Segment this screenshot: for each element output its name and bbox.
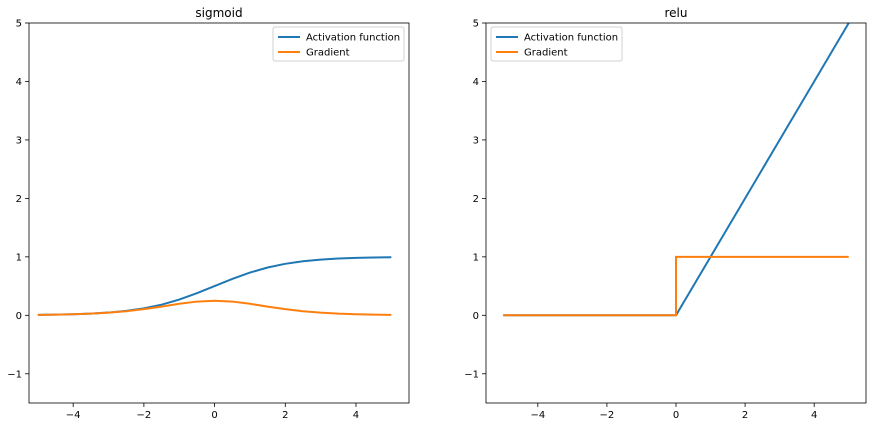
legend-label-gradient: Gradient: [306, 48, 350, 59]
y-tick-label: 2: [473, 194, 479, 205]
plot-area: −4 −2 0 2 4 −1 0 1 2 3 4 5: [464, 19, 867, 421]
y-tick-label: −1: [464, 369, 479, 380]
legend-label-gradient: Gradient: [524, 48, 568, 59]
legend-box: [490, 26, 623, 62]
x-tick-label: −4: [66, 410, 81, 421]
sigmoid-chart: sigmoid −4 −2 0 2 4 −1 0 1 2 3 4 5 Activation funct…: [7, 6, 410, 421]
y-tick-label: 3: [473, 135, 479, 146]
y-tick-label: 2: [16, 194, 22, 205]
x-tick-label: 4: [353, 410, 359, 421]
x-tick-label: 2: [282, 410, 288, 421]
y-tick-label: 5: [16, 19, 22, 30]
x-tick-label: −4: [530, 410, 545, 421]
relu-chart: relu −4 −2 0 2 4 −1 0 1 2 3 4 5 Activation function…: [464, 6, 867, 421]
chart-title: relu: [665, 6, 688, 20]
y-tick-label: 4: [473, 77, 479, 88]
series-line-gradient: [37, 299, 392, 316]
y-tick-label: 0: [16, 311, 22, 322]
x-tick-label: −2: [137, 410, 152, 421]
legend-label-activation: Activation function: [524, 33, 618, 44]
chart-title: sigmoid: [195, 6, 242, 20]
x-tick-label: 0: [673, 410, 679, 421]
y-tick-label: 1: [16, 252, 22, 263]
y-tick-label: −1: [7, 369, 22, 380]
legend-box: [272, 26, 405, 62]
y-tick-label: 3: [16, 135, 22, 146]
y-tick-label: 1: [473, 252, 479, 263]
x-tick-label: 4: [811, 410, 817, 421]
legend: Activation function Gradient: [490, 26, 623, 62]
y-tick-label: 0: [473, 311, 479, 322]
plot-area: −4 −2 0 2 4 −1 0 1 2 3 4 5: [7, 19, 410, 421]
axes-frame: [28, 22, 410, 404]
y-tick-label: 5: [473, 19, 479, 30]
x-tick-label: 0: [211, 410, 217, 421]
y-tick-label: 4: [16, 77, 22, 88]
legend-label-activation: Activation function: [306, 33, 400, 44]
x-tick-label: −2: [600, 410, 615, 421]
series-line-gradient: [503, 255, 849, 317]
x-tick-label: 2: [742, 410, 748, 421]
legend: Activation function Gradient: [272, 26, 405, 62]
